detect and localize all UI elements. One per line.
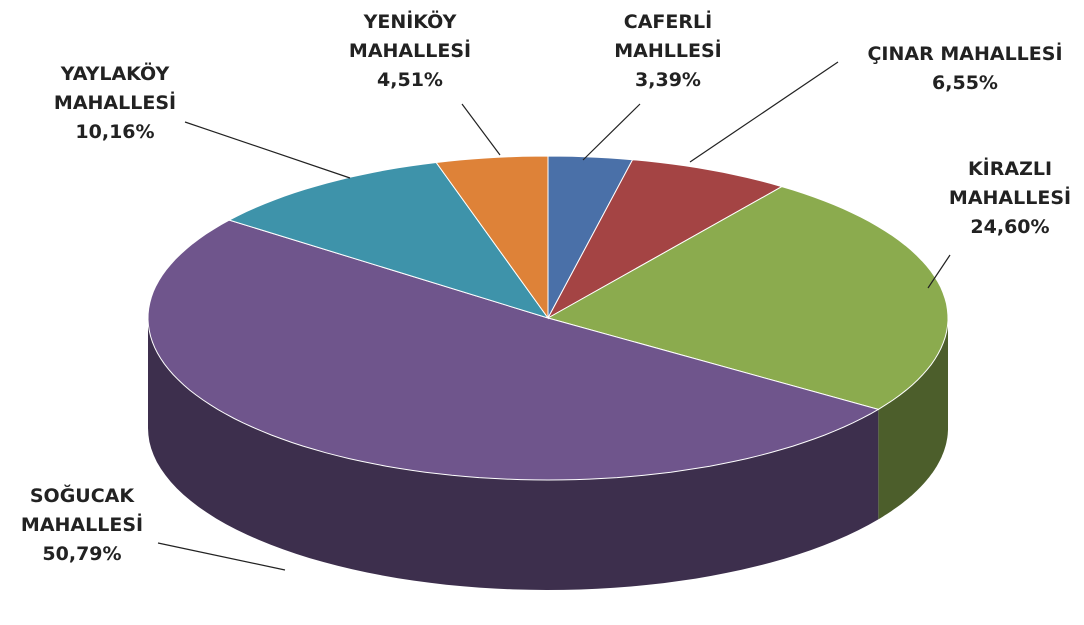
leader-line bbox=[157, 542, 286, 571]
slice bbox=[435, 155, 549, 320]
slice-label: SOĞUCAK MAHALLESİ 50,79% bbox=[2, 482, 162, 569]
value-label: 10,16% bbox=[75, 121, 155, 143]
pie-sides bbox=[148, 318, 948, 590]
category-label: YAYLAKÖY MAHALLESİ bbox=[53, 63, 177, 114]
slice-side bbox=[878, 318, 948, 520]
value-label: 6,55% bbox=[932, 72, 998, 94]
category-label: YENİKÖY MAHALLESİ bbox=[348, 11, 472, 62]
leader-line bbox=[927, 254, 951, 289]
slice bbox=[147, 219, 880, 481]
slice-label: CAFERLİ MAHLLESİ 3,39% bbox=[603, 8, 733, 95]
slice-label: YAYLAKÖY MAHALLESİ 10,16% bbox=[25, 60, 205, 147]
category-label: SOĞUCAK MAHALLESİ bbox=[20, 485, 144, 536]
category-label: KİRAZLI MAHALLESİ bbox=[948, 158, 1072, 209]
leader-line bbox=[582, 103, 641, 161]
slice-side bbox=[148, 318, 879, 590]
value-label: 4,51% bbox=[377, 69, 443, 91]
slice-label: KİRAZLI MAHALLESİ 24,60% bbox=[935, 155, 1084, 242]
value-label: 3,39% bbox=[635, 69, 701, 91]
leader-line bbox=[184, 121, 351, 179]
value-label: 50,79% bbox=[42, 543, 122, 565]
category-label: ÇINAR MAHALLESİ bbox=[867, 43, 1063, 65]
slice bbox=[546, 186, 949, 410]
slice bbox=[546, 159, 784, 320]
leader-line bbox=[689, 61, 839, 163]
value-label: 24,60% bbox=[970, 216, 1050, 238]
category-label: CAFERLİ MAHLLESİ bbox=[614, 11, 722, 62]
slice bbox=[227, 161, 550, 319]
leader-line bbox=[461, 103, 501, 156]
slice-label: YENİKÖY MAHALLESİ 4,51% bbox=[345, 8, 475, 95]
slice-label: ÇINAR MAHALLESİ 6,55% bbox=[835, 40, 1084, 98]
